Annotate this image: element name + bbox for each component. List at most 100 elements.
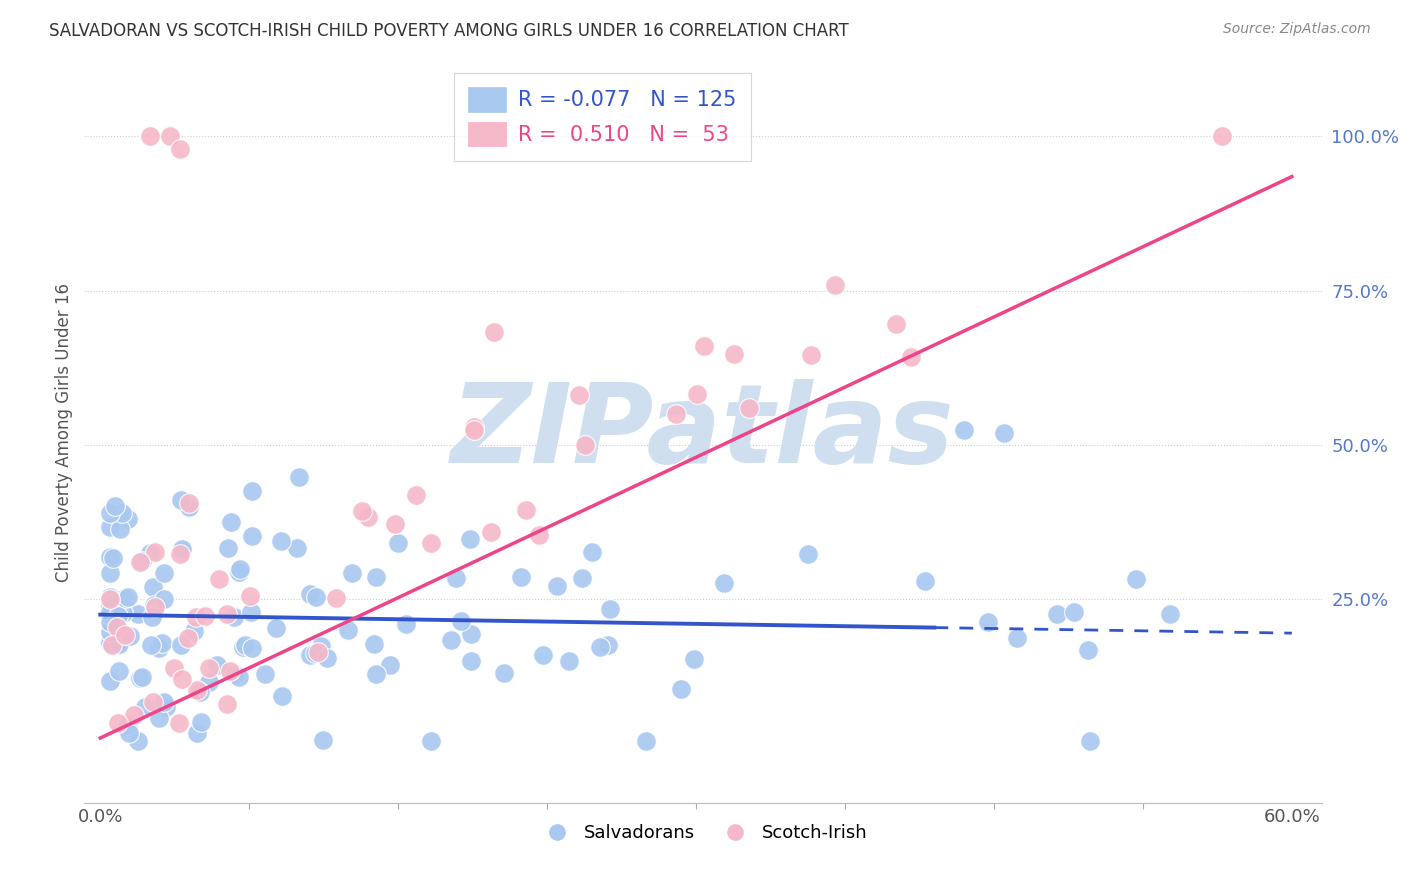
Point [1005, 631, 1028, 645]
Point [515, 503, 537, 517]
Point [1077, 642, 1099, 657]
Point [270, 533, 292, 548]
Point [219, 664, 242, 678]
Point [558, 654, 581, 668]
Point [325, 591, 347, 606]
Point [134, 699, 156, 714]
Point [163, 661, 186, 675]
Point [110, 507, 132, 521]
Point [186, 683, 208, 698]
Point [188, 684, 211, 698]
Point [112, 606, 135, 620]
Text: SALVADORAN VS SCOTCH-IRISH CHILD POVERTY AMONG GIRLS UNDER 16 CORRELATION CHART: SALVADORAN VS SCOTCH-IRISH CHILD POVERTY… [49, 22, 849, 40]
Point [240, 483, 263, 498]
Point [169, 493, 191, 508]
Point [127, 607, 149, 622]
Point [444, 571, 467, 585]
Point [103, 619, 125, 633]
Point [159, 129, 181, 144]
Point [713, 575, 735, 590]
Point [419, 734, 441, 748]
Point [1046, 607, 1069, 621]
Point [463, 423, 485, 437]
Point [153, 566, 176, 580]
Point [107, 637, 129, 651]
Text: Source: ZipAtlas.com: Source: ZipAtlas.com [1223, 22, 1371, 37]
Point [207, 572, 229, 586]
Point [228, 565, 250, 579]
Point [98, 549, 121, 564]
Point [205, 657, 228, 672]
Point [378, 658, 401, 673]
Point [98, 624, 121, 639]
Point [463, 420, 485, 434]
Point [665, 407, 688, 421]
Point [671, 681, 693, 696]
Point [900, 351, 922, 365]
Point [285, 541, 308, 556]
Point [254, 666, 277, 681]
Point [288, 470, 311, 484]
Point [117, 511, 139, 525]
Point [217, 541, 239, 555]
Point [194, 608, 217, 623]
Point [232, 640, 254, 655]
Point [240, 528, 263, 542]
Point [98, 615, 121, 630]
Point [531, 648, 554, 662]
Point [315, 651, 337, 665]
Point [529, 528, 551, 542]
Point [169, 142, 191, 156]
Y-axis label: Child Poverty Among Girls Under 16: Child Poverty Among Girls Under 16 [55, 283, 73, 582]
Point [266, 621, 288, 635]
Point [170, 541, 193, 556]
Point [155, 700, 177, 714]
Point [1063, 605, 1085, 619]
Point [127, 734, 149, 748]
Point [460, 626, 482, 640]
Point [129, 671, 152, 685]
Point [139, 638, 162, 652]
Point [143, 598, 166, 612]
Point [394, 617, 416, 632]
Point [953, 423, 976, 437]
Point [107, 609, 129, 624]
Point [98, 606, 121, 620]
Point [458, 533, 481, 547]
Point [139, 546, 162, 560]
Point [143, 600, 166, 615]
Point [172, 543, 194, 558]
Point [108, 523, 131, 537]
Point [148, 640, 170, 655]
Point [693, 339, 716, 353]
Point [114, 627, 136, 641]
Point [682, 652, 704, 666]
Point [419, 535, 441, 549]
Point [177, 500, 200, 514]
Point [634, 734, 657, 748]
Point [479, 524, 502, 539]
Point [884, 317, 907, 331]
Point [686, 387, 709, 401]
Point [98, 506, 121, 520]
Point [384, 516, 406, 531]
Point [228, 669, 250, 683]
Point [141, 610, 163, 624]
Point [824, 277, 846, 292]
Point [142, 580, 165, 594]
Point [190, 715, 212, 730]
Point [387, 536, 409, 550]
Point [364, 666, 387, 681]
Point [596, 638, 619, 652]
Point [108, 638, 131, 652]
Point [976, 615, 998, 629]
Point [139, 129, 162, 144]
Point [98, 634, 121, 648]
Point [239, 589, 262, 603]
Point [242, 640, 264, 655]
Point [450, 614, 472, 628]
Point [350, 503, 373, 517]
Point [738, 401, 761, 416]
Point [145, 545, 167, 559]
Point [117, 591, 139, 605]
